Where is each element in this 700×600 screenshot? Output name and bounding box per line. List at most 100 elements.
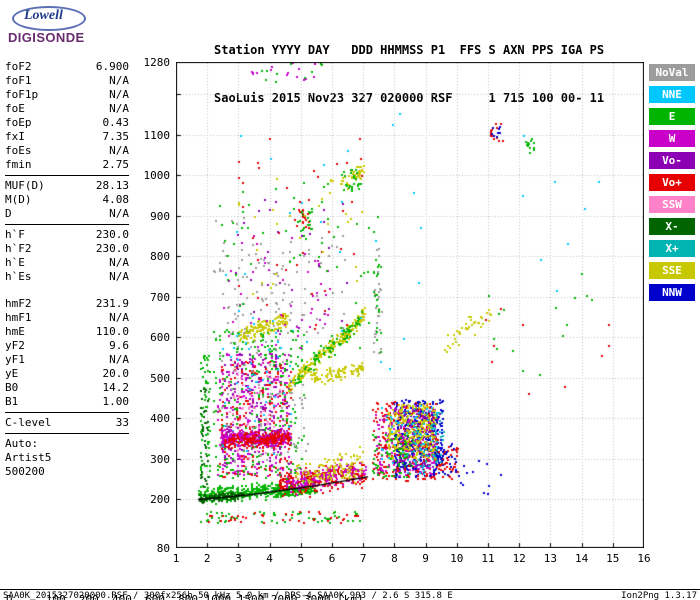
status-bar: SAA0K_2015327020000.RSF / 300fx256h 50 k…: [0, 589, 700, 600]
parameter-value: N/A: [109, 144, 129, 157]
parameter-row: Auto:: [5, 437, 129, 451]
legend-item-vo+: Vo+: [649, 174, 695, 191]
parameter-row: 500200: [5, 465, 129, 479]
parameter-value: 20.0: [102, 367, 130, 380]
ionogram-canvas: [176, 62, 644, 548]
parameter-row: foF2 6.900: [5, 60, 129, 74]
panel-divider: [5, 224, 129, 225]
parameter-value: N/A: [109, 207, 129, 220]
parameter-label: foF2: [5, 60, 32, 73]
parameter-value: 0.43: [102, 116, 130, 129]
parameter-label: foE: [5, 102, 25, 115]
y-axis-label: 1280: [143, 56, 171, 69]
parameter-label: yF1: [5, 353, 25, 366]
y-axis-label: 800: [150, 250, 170, 264]
legend-item-sse: SSE: [649, 262, 695, 279]
status-program-version: Ion2Png 1.3.17: [621, 591, 697, 600]
parameter-row: h`F2 230.0: [5, 242, 129, 256]
parameter-value: 14.2: [102, 381, 130, 394]
panel-divider: [5, 175, 129, 176]
parameter-row: h`E N/A: [5, 256, 129, 270]
parameter-row: D N/A: [5, 207, 129, 221]
parameter-label: hmF2: [5, 297, 32, 310]
parameter-panel: foF2 6.900 foF1 N/A foF1p N/A foE N/A foEp 0.43 fx…: [5, 60, 129, 479]
parameter-row: fxI 7.35: [5, 130, 129, 144]
status-file-info: SAA0K_2015327020000.RSF / 300fx256h 50 k…: [3, 591, 453, 600]
parameter-row: C-level 33: [5, 416, 129, 430]
parameter-row: Artist5: [5, 451, 129, 465]
x-axis-label: 2: [203, 552, 211, 565]
parameter-value: 230.0: [95, 228, 129, 241]
parameter-label: hmE: [5, 325, 25, 338]
parameter-label: M(D): [5, 193, 32, 206]
parameter-label: h`F2: [5, 242, 32, 255]
dmuf-table: D 100 200 400 600 800 1000 1500 2000 300…: [6, 567, 364, 600]
parameter-value: 9.6: [109, 339, 129, 352]
logo-swoosh-icon: [12, 6, 86, 31]
y-axis-label: 600: [150, 331, 170, 345]
parameter-label: fmin: [5, 158, 32, 171]
parameter-label: MUF(D): [5, 179, 45, 192]
parameter-row: foEs N/A: [5, 144, 129, 158]
parameter-label: C-level: [5, 416, 52, 429]
parameter-row: foF1 N/A: [5, 74, 129, 88]
x-axis-label: 4: [266, 552, 273, 565]
parameter-label: h`Es: [5, 270, 32, 283]
x-axis-label: 7: [359, 552, 367, 565]
parameter-row: B0 14.2: [5, 381, 129, 395]
x-axis-label: 1: [172, 552, 180, 565]
x-axis-label: 14: [574, 552, 589, 565]
parameter-row: B1 1.00: [5, 395, 129, 409]
dmuf-d-row: D 100 200 400 600 800 1000 1500 2000 300…: [6, 593, 364, 600]
parameter-value: 231.9: [95, 297, 129, 310]
logo-lowell-text: Lowell: [24, 8, 63, 23]
parameter-value: N/A: [109, 353, 129, 366]
logo-digisonde-text: DIGISONDE: [8, 30, 85, 45]
parameter-value: N/A: [109, 256, 129, 269]
y-axis-label: 1000: [143, 169, 171, 183]
station-header-line1: Station YYYY DAY DDD HHMMSS P1 FFS S AXN…: [214, 43, 605, 57]
parameter-value: 2.75: [102, 158, 130, 171]
parameter-label: hmF1: [5, 311, 32, 324]
parameter-value: 110.0: [95, 325, 129, 338]
parameter-label: yE: [5, 367, 19, 380]
parameter-value: 33: [115, 416, 129, 429]
panel-spacer: [5, 284, 129, 297]
parameter-label: Auto:: [5, 437, 39, 450]
parameter-row: fmin 2.75: [5, 158, 129, 172]
x-axis-label: 12: [512, 552, 526, 565]
x-axis-label: 5: [297, 552, 305, 565]
x-axis-label: 9: [422, 552, 429, 565]
y-axis-label: 500: [150, 371, 170, 385]
parameter-label: B1: [5, 395, 19, 408]
parameter-label: h`E: [5, 256, 25, 269]
parameter-row: h`F 230.0: [5, 228, 129, 242]
legend-item-vo-: Vo-: [649, 152, 695, 169]
lowell-digisonde-logo: Lowell DIGISONDE: [8, 5, 118, 47]
parameter-label: 500200: [5, 465, 45, 478]
parameter-value: 6.900: [95, 60, 129, 73]
parameter-label: Artist5: [5, 451, 52, 464]
y-axis-label: 700: [150, 290, 170, 304]
x-axis-label: 11: [481, 552, 495, 565]
legend-item-e: E: [649, 108, 695, 125]
legend-item-noval: NoVal: [649, 64, 695, 81]
parameter-row: yF2 9.6: [5, 339, 129, 353]
y-axis-label: 80: [156, 542, 170, 555]
parameter-label: foF1: [5, 74, 32, 87]
parameter-row: hmF1 N/A: [5, 311, 129, 325]
parameter-value: 1.00: [102, 395, 130, 408]
y-axis-label: 400: [150, 412, 170, 426]
parameter-row: hmE 110.0: [5, 325, 129, 339]
parameter-label: foF1p: [5, 88, 39, 101]
y-axis-label: 900: [150, 209, 170, 223]
y-axis-label: 200: [150, 493, 170, 507]
parameter-value: N/A: [109, 88, 129, 101]
x-axis-label: 13: [543, 552, 558, 565]
parameter-row: yF1 N/A: [5, 353, 129, 367]
parameter-label: fxI: [5, 130, 25, 143]
parameter-value: 4.08: [102, 193, 130, 206]
x-axis-label: 16: [637, 552, 651, 565]
y-axis-label: 300: [150, 452, 170, 466]
